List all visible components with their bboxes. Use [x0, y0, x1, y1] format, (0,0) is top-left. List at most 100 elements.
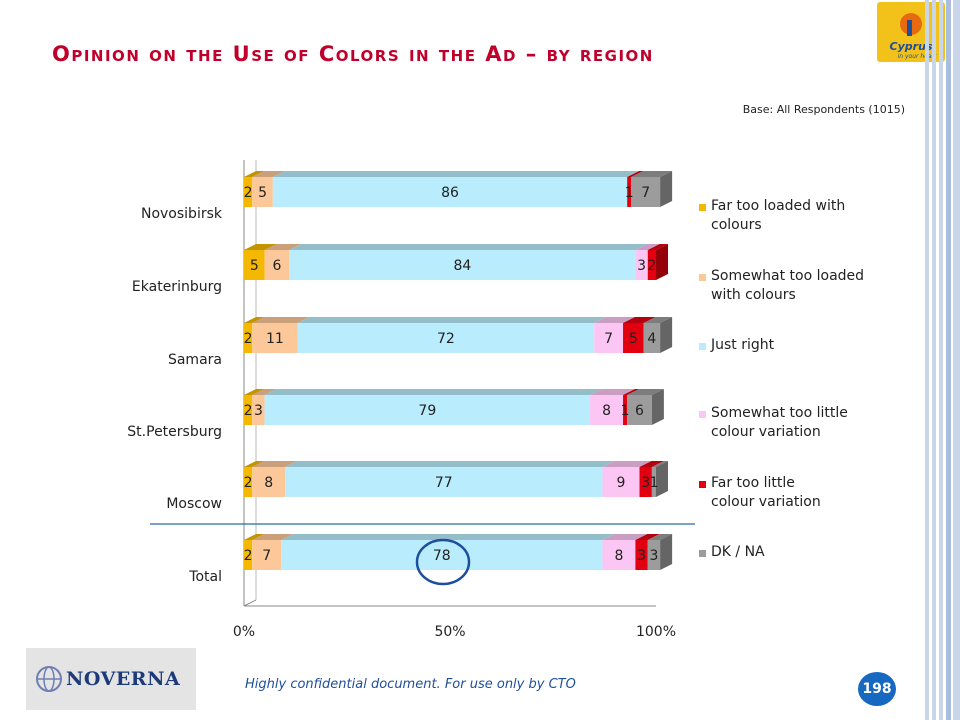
bar-top-face: [252, 534, 294, 540]
bar-side-face: [656, 461, 668, 497]
data-label: 5: [250, 258, 259, 274]
data-label: 4: [647, 331, 656, 347]
legend-swatch: [699, 411, 706, 418]
data-label: 1: [625, 185, 634, 201]
slide-title: Opinion on the Use of Colors in the Ad –…: [52, 42, 654, 66]
data-label: 7: [641, 185, 650, 201]
data-label: 2: [244, 185, 253, 201]
data-label: 6: [272, 258, 281, 274]
bar-segment: [647, 540, 661, 570]
legend-label: Far too little: [711, 475, 795, 491]
data-label: 2: [244, 475, 253, 491]
bar-segment: [643, 323, 661, 353]
legend-swatch: [699, 274, 706, 281]
bar-top-face: [602, 534, 648, 540]
data-label: 2: [244, 403, 253, 419]
category-label: Moscow: [166, 496, 222, 512]
bar-top-face: [590, 389, 636, 395]
bar-segment: [631, 177, 661, 207]
bar-segment: [639, 467, 652, 497]
bar-top-face: [289, 244, 648, 250]
bar-segment: [602, 540, 636, 570]
x-tick-label: 0%: [233, 624, 255, 640]
bar-segment: [623, 395, 628, 425]
bar-top-face: [252, 461, 298, 467]
category-label: St.Petersburg: [127, 424, 222, 440]
legend-label: colours: [711, 217, 762, 233]
legend-swatch: [699, 343, 706, 350]
bar-top-face: [623, 389, 640, 395]
legend-swatch: [699, 550, 706, 557]
data-label: 5: [629, 331, 638, 347]
data-label: 84: [453, 258, 471, 274]
data-label: 3: [641, 475, 650, 491]
legend-label: Far too loaded with: [711, 198, 845, 214]
bar-side-face: [660, 534, 673, 570]
bar-segment: [602, 467, 640, 497]
category-label: Samara: [168, 352, 222, 368]
x-tick-label: 50%: [434, 624, 465, 640]
base-note: Base: All Respondents (1015): [742, 103, 905, 116]
bar-segment: [623, 323, 644, 353]
svg-text:in your heart: in your heart: [898, 53, 937, 60]
legend-label: DK / NA: [711, 544, 765, 560]
page-number: 198: [858, 672, 896, 706]
legend-label: Somewhat too loaded: [711, 268, 864, 284]
category-label: Novosibirsk: [141, 206, 223, 222]
bar-segment: [297, 323, 595, 353]
bar-top-face: [631, 171, 673, 177]
bar-top-face: [244, 534, 265, 540]
bar-segment: [590, 395, 624, 425]
x-axis-depth: [243, 599, 257, 607]
footer-note: Highly confidential document. For use on…: [245, 677, 576, 692]
data-label: 8: [264, 475, 273, 491]
legend-label: with colours: [711, 287, 796, 303]
data-label: 3: [649, 548, 658, 564]
bar-top-face: [244, 244, 277, 250]
bar-segment: [264, 395, 591, 425]
legend-swatch: [699, 204, 706, 211]
svg-text:Cyprus: Cyprus: [890, 40, 933, 53]
bar-segment: [252, 177, 273, 207]
x-tick-label: 100%: [636, 624, 676, 640]
bar-segment: [635, 250, 648, 280]
bar-top-face: [647, 244, 668, 250]
bar-top-face: [244, 389, 265, 395]
data-label: 3: [254, 403, 263, 419]
data-label: 7: [604, 331, 613, 347]
bar-top-face: [252, 389, 277, 395]
legend-label: Just right: [710, 337, 775, 353]
bar-top-face: [651, 461, 668, 467]
bar-segment: [627, 395, 652, 425]
data-label: 7: [262, 548, 271, 564]
data-label: 2: [244, 331, 253, 347]
bar-top-face: [297, 317, 607, 323]
bar-segment: [651, 467, 656, 497]
data-label: 1: [621, 403, 630, 419]
bar-segment: [244, 540, 253, 570]
bar-top-face: [281, 534, 615, 540]
data-label: 86: [441, 185, 459, 201]
bar-segment: [244, 250, 265, 280]
legend-swatch: [699, 481, 706, 488]
data-label: 2: [244, 548, 253, 564]
bar-top-face: [244, 461, 265, 467]
bar-top-face: [635, 244, 660, 250]
bar-side-face: [660, 171, 673, 207]
bar-segment: [244, 467, 253, 497]
bar-segment: [594, 323, 624, 353]
data-label: 1: [649, 475, 658, 491]
bar-top-face: [635, 534, 660, 540]
bar-segment: [289, 250, 636, 280]
data-label: 72: [437, 331, 455, 347]
bar-top-face: [627, 389, 664, 395]
bar-segment: [635, 540, 648, 570]
noverna-logo: NOVERNA: [26, 648, 196, 710]
legend-label: colour variation: [711, 494, 821, 510]
decorative-stripes: [925, 0, 960, 720]
bar-top-face: [244, 171, 265, 177]
bar-top-face: [285, 461, 615, 467]
data-label: 78: [433, 548, 451, 564]
bar-top-face: [244, 317, 265, 323]
